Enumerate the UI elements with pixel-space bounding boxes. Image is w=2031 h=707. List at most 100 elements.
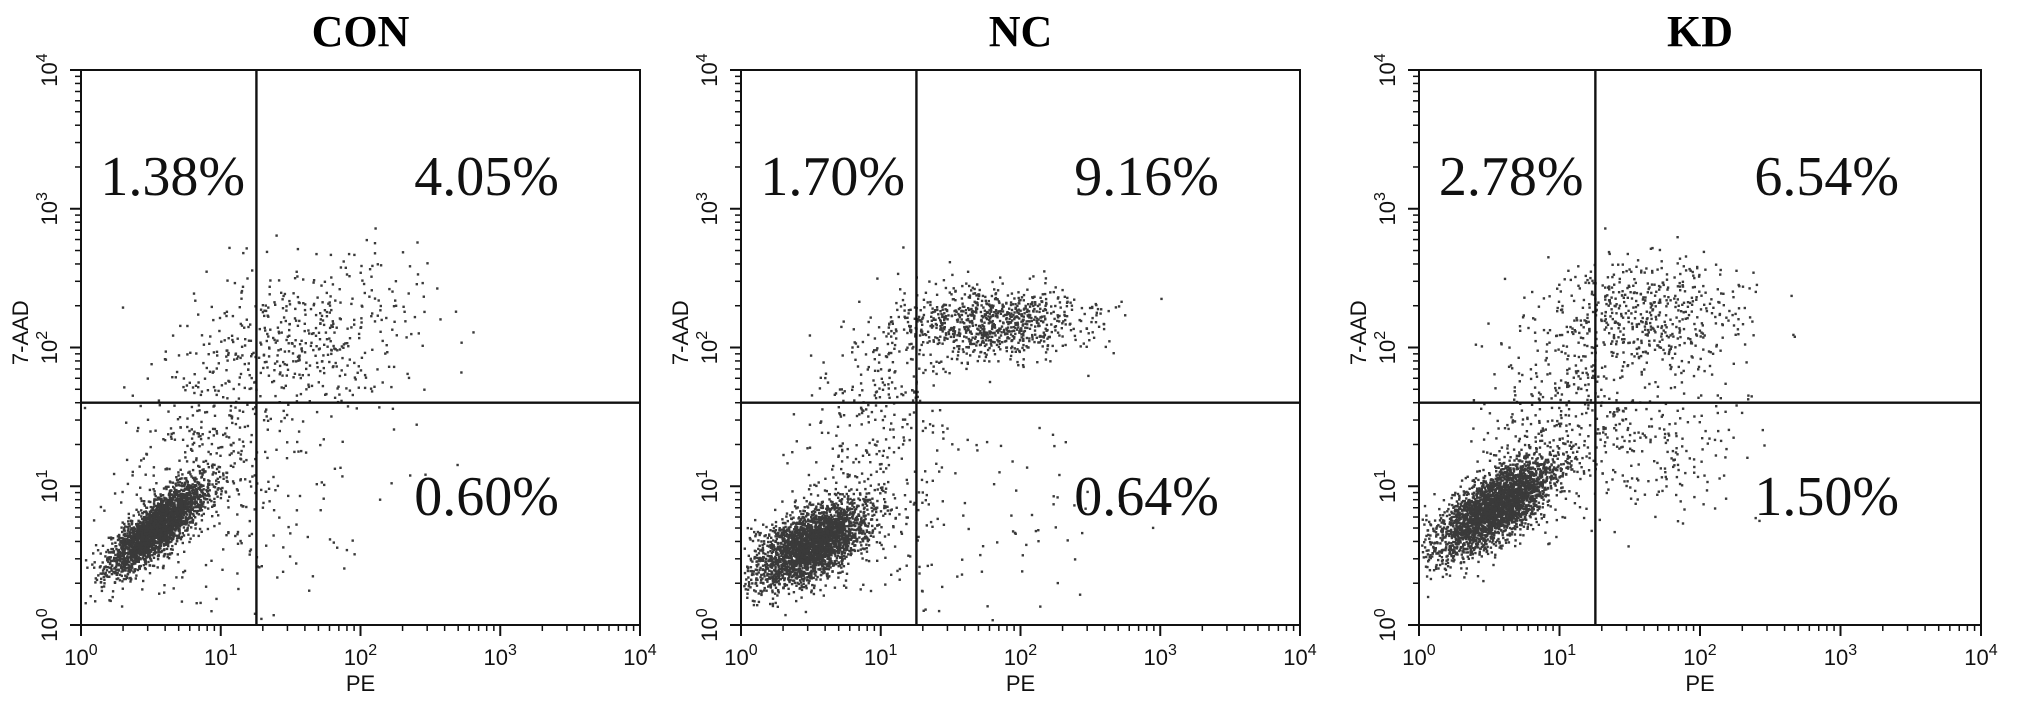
event-dot xyxy=(387,365,391,368)
event-dot xyxy=(182,526,186,529)
event-dot xyxy=(351,297,354,300)
event-dot xyxy=(336,387,339,390)
event-dot xyxy=(200,390,204,393)
event-dot xyxy=(123,564,126,567)
event-dot xyxy=(221,486,224,490)
event-dot xyxy=(131,394,134,397)
event-dot xyxy=(167,492,171,496)
event-dot xyxy=(199,437,203,441)
event-dot xyxy=(274,489,277,492)
event-dot xyxy=(166,541,169,544)
event-dot xyxy=(365,238,368,242)
event-dot xyxy=(264,304,267,307)
event-dot xyxy=(140,536,143,539)
event-dot xyxy=(164,511,167,514)
event-dot xyxy=(126,561,129,564)
event-dot xyxy=(248,480,252,483)
event-dot xyxy=(163,538,167,542)
event-dot xyxy=(183,513,186,517)
event-dot xyxy=(200,334,204,337)
event-dot xyxy=(362,282,366,286)
event-dot xyxy=(144,559,147,562)
event-dot xyxy=(175,476,178,479)
event-dot xyxy=(269,328,272,331)
event-dot xyxy=(312,279,316,282)
event-dot xyxy=(175,488,178,492)
event-dot xyxy=(239,539,242,543)
event-dot xyxy=(194,527,197,530)
event-dot xyxy=(121,567,124,570)
event-dot xyxy=(312,304,315,307)
event-dot xyxy=(164,540,167,543)
event-dot xyxy=(162,503,165,507)
event-dot xyxy=(860,552,863,555)
event-dot xyxy=(230,334,234,337)
event-dot xyxy=(101,569,105,572)
event-dot xyxy=(126,482,130,486)
event-dot xyxy=(230,415,234,418)
event-dot xyxy=(123,559,127,562)
event-dot xyxy=(181,523,184,526)
event-dot xyxy=(153,498,156,501)
event-dot xyxy=(328,538,332,541)
event-dot xyxy=(174,534,177,537)
event-dot xyxy=(339,301,342,304)
event-dot xyxy=(759,581,762,584)
event-dot xyxy=(132,537,135,540)
event-dot xyxy=(157,522,160,525)
event-dot xyxy=(233,281,237,285)
event-dot xyxy=(263,314,266,318)
event-dot xyxy=(227,337,230,340)
event-dot xyxy=(191,512,194,516)
event-dot xyxy=(118,558,121,561)
event-dot xyxy=(137,510,140,514)
event-dot xyxy=(159,516,163,519)
x-tick-label: 100 xyxy=(64,642,97,670)
event-dot xyxy=(117,551,120,554)
event-dot xyxy=(185,522,189,525)
event-dot xyxy=(186,425,189,429)
event-dot xyxy=(295,360,298,363)
event-dot xyxy=(272,534,275,537)
event-dot xyxy=(186,417,189,420)
event-dot xyxy=(370,390,374,393)
event-dot xyxy=(119,537,122,540)
event-dot xyxy=(169,489,173,492)
event-dot xyxy=(776,594,779,597)
event-dot xyxy=(246,403,249,406)
event-dot xyxy=(163,531,167,535)
event-dot xyxy=(266,428,269,431)
event-dot xyxy=(212,471,215,474)
event-dot xyxy=(189,537,192,540)
event-dot xyxy=(210,305,213,309)
event-dot xyxy=(351,539,354,542)
event-dot xyxy=(833,586,837,589)
event-dot xyxy=(346,364,349,367)
event-dot xyxy=(100,589,104,593)
event-dot xyxy=(206,501,210,504)
event-dot xyxy=(111,547,115,551)
event-dot xyxy=(177,483,180,487)
event-dot xyxy=(179,477,182,481)
event-dot xyxy=(875,510,878,514)
event-dot xyxy=(358,336,361,340)
event-dot xyxy=(204,563,208,567)
event-dot xyxy=(873,488,876,492)
event-dot xyxy=(381,381,384,384)
event-dot xyxy=(135,560,139,563)
event-dot xyxy=(317,381,320,384)
event-dot xyxy=(266,332,269,336)
event-dot xyxy=(268,347,271,350)
event-dot xyxy=(321,384,325,388)
event-dot xyxy=(146,418,150,421)
event-dot xyxy=(285,457,289,460)
event-dot xyxy=(130,569,133,572)
event-dot xyxy=(130,562,133,566)
event-dot xyxy=(772,539,775,542)
event-dot xyxy=(211,483,214,486)
event-dot xyxy=(754,568,757,571)
event-dot xyxy=(227,531,230,534)
event-dot xyxy=(408,265,412,268)
event-dot xyxy=(285,413,289,417)
event-dot xyxy=(266,419,270,422)
